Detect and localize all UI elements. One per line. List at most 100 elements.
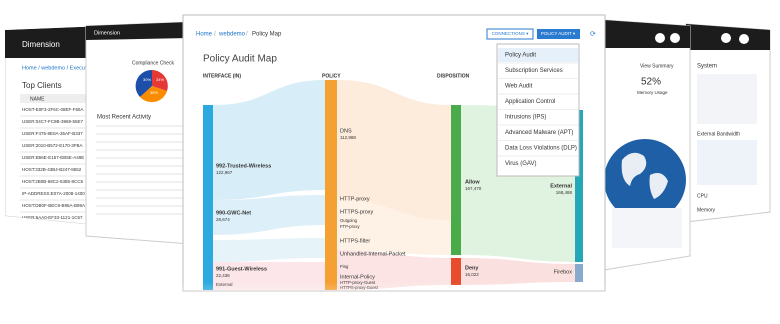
breadcrumb-item[interactable]: Home (196, 32, 213, 38)
menu-highlight (498, 48, 578, 62)
table-cell: HOST:2B0B-68C2-5385-8CC5 (22, 179, 84, 184)
menu-item[interactable]: Data Loss Violations (DLP) (505, 146, 577, 152)
second-panel: Dimension Compliance Check 30% 34% 36% M… (85, 21, 191, 245)
node-label: Unhandled-Internal-Packet (340, 251, 406, 257)
panel-frame (85, 21, 191, 245)
table-cell: HOST-E0F3-2F6C-08EF-F65A (22, 107, 84, 112)
flow (337, 80, 451, 220)
menu-item[interactable]: Virus (GAV) (505, 161, 536, 167)
button-label[interactable]: POLICY AUDIT ▾ (541, 31, 576, 36)
node-firebox (575, 264, 583, 282)
node-label: 991-Guest-Wireless (216, 266, 267, 272)
node-value: 122,967 (216, 170, 233, 175)
breadcrumb: Home / webdemo / Executive (22, 65, 94, 71)
icon[interactable] (670, 33, 680, 43)
gauge-value: 52% (641, 77, 661, 88)
menu-item[interactable]: Application Control (505, 99, 555, 105)
table-header (20, 94, 104, 103)
button-label[interactable]: CONNECTIONS ▾ (492, 31, 530, 36)
globe-land (621, 152, 668, 199)
menu-item[interactable]: Advanced Malware (APT) (505, 130, 573, 136)
section-title: Memory (697, 207, 716, 213)
main-window: Home webdemo Policy Map / / CONNECTIONS … (182, 14, 606, 292)
column-header: INTERFACE (IN) (203, 73, 241, 79)
chart-title: Compliance Check (132, 60, 174, 66)
node-label: Firebox (554, 269, 573, 275)
icon[interactable] (655, 33, 665, 43)
node-label: HTTPS-proxy (340, 209, 374, 215)
flow (337, 250, 451, 290)
column-header: DISPOSITION (437, 73, 470, 79)
table-cell: USER:F475-8E0A-35AF-B337 (22, 131, 83, 136)
menu-item[interactable]: Web Audit (505, 84, 533, 90)
stats-box (612, 208, 682, 248)
icon[interactable] (721, 33, 731, 43)
node-value: 168,488 (556, 190, 573, 195)
node-label: External (550, 183, 572, 189)
activity-rows (96, 125, 185, 215)
pie-slice (140, 86, 167, 103)
icon[interactable] (739, 34, 749, 44)
panel-header (86, 22, 190, 40)
node-label: Ping (340, 264, 349, 269)
table-cell: HOST:DB0F-BEC9-B95A-B89A (22, 203, 85, 208)
section-title: CPU (697, 193, 708, 199)
right-panel: View Summary 52% Memory Usage (603, 19, 691, 271)
node-label: HTTP-proxy (340, 196, 370, 202)
table-cell: USER:6AA0-EF33-1121-1C57 (22, 215, 83, 220)
table-cell: USER:04C7-FC9B-3969-55E7 (22, 119, 84, 124)
node-value: 167,470 (465, 186, 482, 191)
section-title: Top Clients (22, 81, 62, 90)
column-header: NAME (30, 96, 45, 102)
dropdown-menu: Policy Audit Subscription Services Web Aud… (496, 43, 580, 177)
node-deny (451, 258, 461, 285)
flow (213, 195, 325, 235)
node-label: DNS (340, 128, 352, 134)
node-label: Deny (465, 265, 479, 271)
panel-header (604, 20, 690, 48)
flow (213, 80, 325, 200)
system-box (697, 74, 757, 124)
sankey-flows (213, 80, 575, 290)
node-allow (451, 105, 461, 255)
node-label: 990-GWC-Net (216, 210, 251, 216)
section-title: External Bandwidth (697, 131, 740, 137)
panel-header (5, 26, 104, 58)
breadcrumb-item[interactable]: webdemo (218, 32, 246, 38)
gauge-label: Memory Usage (637, 90, 668, 95)
page-title: Policy Audit Map (203, 54, 277, 65)
table-cell: USER:B56E-E157-EB5E-A49E (22, 155, 84, 160)
refresh-icon[interactable]: ⟳ (590, 31, 596, 38)
node-policies (325, 80, 337, 290)
section-title: System (697, 64, 717, 70)
button[interactable] (486, 28, 534, 40)
node-value: 28,674 (216, 217, 230, 222)
separator: / (246, 32, 248, 38)
flow (213, 238, 325, 262)
app-name: Dimension (22, 40, 60, 49)
pie-slice (152, 70, 168, 91)
pie-slice (135, 69, 152, 97)
button[interactable] (537, 29, 580, 39)
column-header: POLICY (322, 73, 341, 79)
breadcrumb-item: Policy Map (252, 32, 282, 38)
flow (461, 258, 575, 285)
menu-item[interactable]: Policy Audit (505, 53, 536, 59)
table-cell: USER:2010-B572-E170-3FBA (22, 143, 83, 148)
flow (337, 200, 451, 255)
table-cell: IP-ADDRESS:E07A-2008-1400 (22, 191, 85, 196)
menu-item[interactable]: Intrusions (IPS) (505, 115, 546, 121)
app-name: Dimension (94, 30, 120, 36)
link[interactable]: View Summary (640, 63, 674, 69)
node-value: 22,436 (216, 273, 230, 278)
node-label: Internal-Policy (340, 274, 375, 280)
menu-item[interactable]: Subscription Services (505, 68, 563, 74)
left-panel: Dimension Home / webdemo / Executive Top… (5, 26, 104, 226)
pie-label: 36% (150, 90, 158, 95)
reflection-fade (0, 282, 780, 324)
node-label: HTTPS-filter (340, 238, 370, 244)
bandwidth-chart (697, 140, 757, 185)
node-label: Outgoing (340, 218, 358, 223)
